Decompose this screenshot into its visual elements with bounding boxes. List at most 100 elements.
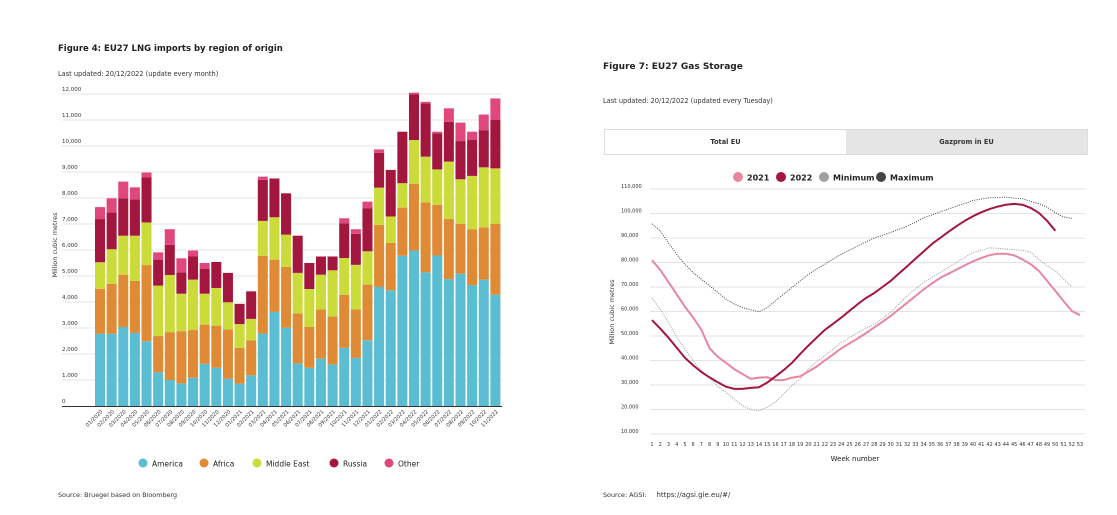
bar-segment-middle-east <box>211 287 222 326</box>
x-axis-label: Week number <box>831 455 880 463</box>
storage-chart-subtitle: Last updated: 20/12/2022 (updated every … <box>603 97 773 105</box>
bar-segment-russia <box>315 256 326 275</box>
bar-segment-russia <box>420 103 431 157</box>
bar-segment-middle-east <box>315 274 326 310</box>
y-tick-label: 40,000 <box>621 356 639 362</box>
bar-segment-russia <box>222 272 233 303</box>
bar-segment-america <box>408 250 419 406</box>
y-tick-label: 4,000 <box>62 295 78 301</box>
y-tick-label: 70,000 <box>621 282 639 288</box>
bar-segment-america <box>281 327 292 406</box>
bar-segment-russia <box>95 219 106 263</box>
x-tick-label: 29 <box>879 442 885 448</box>
lng-chart-source: Source: Bruegel based on Bloomberg <box>58 491 178 499</box>
bar-segment-america <box>222 378 233 406</box>
bar-segment-america <box>153 372 164 406</box>
bar-segment-africa <box>350 309 361 358</box>
bar-segment-africa <box>467 229 478 286</box>
x-tick-label: 26 <box>855 442 861 448</box>
bar-segment-africa <box>95 288 106 334</box>
bar-segment-africa <box>443 219 454 280</box>
bar-segment-africa <box>362 284 373 341</box>
legend-marker-maximum <box>876 172 886 182</box>
bar-segment-america <box>327 364 338 406</box>
bar-segment-middle-east <box>455 179 466 224</box>
bar-segment-africa <box>269 259 280 312</box>
bar-segment-russia <box>374 152 385 188</box>
x-tick-label: 21 <box>813 442 819 448</box>
bar-segment-russia <box>211 261 222 288</box>
x-tick-label: 7 <box>700 442 703 448</box>
bar-segment-middle-east <box>199 293 210 325</box>
bar-segment-africa <box>234 348 245 384</box>
tab-total-eu[interactable]: Total EU <box>605 130 846 154</box>
bar-segment-middle-east <box>281 234 292 267</box>
x-tick-label: 37 <box>945 442 951 448</box>
bar-segment-russia <box>246 291 257 319</box>
bar-segment-america <box>467 285 478 406</box>
y-tick-label: 0 <box>62 399 66 405</box>
bar-segment-middle-east <box>176 293 187 332</box>
bar-segment-other <box>129 187 140 200</box>
bar-segment-america <box>443 279 454 406</box>
legend-label: 2022 <box>790 174 812 183</box>
x-tick-label: 12 <box>739 442 745 448</box>
legend-label: America <box>152 460 183 469</box>
y-tick-label: 12,000 <box>62 87 82 93</box>
bar-segment-other <box>164 229 175 245</box>
bar-segment-middle-east <box>292 272 303 314</box>
legend-marker-america <box>138 458 148 468</box>
x-tick-label: 51 <box>1060 442 1066 448</box>
bar-segment-russia <box>455 141 466 180</box>
bar-segment-russia <box>188 256 199 280</box>
bar-segment-africa <box>246 340 257 376</box>
bar-segment-america <box>350 357 361 406</box>
bar-segment-america <box>304 367 315 406</box>
bar-segment-other <box>188 250 199 257</box>
x-tick-label: 11 <box>731 442 737 448</box>
storage-tabs: Total EU Gazprom in EU <box>604 129 1088 155</box>
bar-segment-other <box>95 207 106 220</box>
x-tick-label: 22 <box>822 442 828 448</box>
bar-segment-africa <box>385 242 396 291</box>
bar-segment-africa <box>315 309 326 359</box>
y-tick-label: 60,000 <box>621 307 639 313</box>
legend-marker-middle-east <box>252 458 262 468</box>
x-tick-label: 41 <box>978 442 984 448</box>
legend-label: Africa <box>213 460 234 469</box>
bar-segment-america <box>164 380 175 406</box>
bar-segment-russia <box>408 94 419 141</box>
bar-segment-russia <box>234 303 245 325</box>
bar-segment-africa <box>188 330 199 378</box>
bar-segment-russia <box>141 177 152 223</box>
x-tick-label: 44 <box>1003 442 1009 448</box>
x-tick-label: 33 <box>912 442 918 448</box>
bar-segment-africa <box>257 255 268 334</box>
bar-segment-middle-east <box>408 140 419 184</box>
bar-segment-america <box>199 363 210 406</box>
x-tick-label: 14 <box>756 442 762 448</box>
bar-segment-africa <box>420 202 431 273</box>
source-link[interactable]: https://agsi.gie.eu/#/ <box>656 491 731 499</box>
bar-segment-africa <box>455 223 466 274</box>
bar-segment-middle-east <box>141 222 152 266</box>
bar-segment-middle-east <box>478 167 489 228</box>
bar-segment-other <box>478 114 489 131</box>
bar-segment-other <box>339 218 350 224</box>
bar-segment-russia <box>118 198 129 236</box>
tab-gazprom-in-eu[interactable]: Gazprom in EU <box>846 130 1087 154</box>
x-tick-label: 4 <box>675 442 678 448</box>
bar-segment-middle-east <box>257 220 268 256</box>
bar-segment-other <box>106 198 117 213</box>
x-tick-label: 31 <box>896 442 902 448</box>
bar-segment-america <box>420 272 431 406</box>
bar-segment-africa <box>304 326 315 368</box>
bar-segment-africa <box>222 329 233 379</box>
bar-segment-middle-east <box>385 216 396 243</box>
x-tick-label: 49 <box>1044 442 1050 448</box>
bar-segment-russia <box>467 140 478 176</box>
bar-segment-other <box>432 131 443 134</box>
bar-segment-middle-east <box>490 168 501 224</box>
legend-marker-minimum <box>819 172 829 182</box>
